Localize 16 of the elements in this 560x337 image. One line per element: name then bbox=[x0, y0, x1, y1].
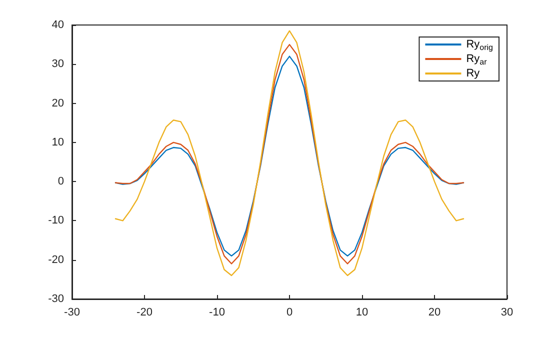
y-tick-label: 40 bbox=[52, 19, 64, 31]
x-tick-label: -10 bbox=[209, 306, 225, 318]
x-tick-label: -20 bbox=[136, 306, 152, 318]
x-tick-label: 20 bbox=[428, 306, 441, 318]
y-tick-label: -20 bbox=[48, 254, 64, 266]
y-tick-label: -10 bbox=[48, 214, 64, 227]
legend-label: Ry bbox=[466, 68, 480, 80]
y-tick-label: -30 bbox=[48, 293, 64, 305]
x-tick-label: -30 bbox=[64, 306, 80, 318]
x-tick-label: 30 bbox=[500, 306, 514, 318]
y-tick-label: 30 bbox=[52, 58, 64, 70]
y-tick-label: 20 bbox=[52, 97, 64, 110]
x-tick-label: 0 bbox=[286, 306, 293, 318]
y-tick-label: 10 bbox=[52, 136, 64, 148]
x-tick-label: 10 bbox=[356, 306, 368, 318]
y-tick-label: 0 bbox=[58, 176, 64, 188]
